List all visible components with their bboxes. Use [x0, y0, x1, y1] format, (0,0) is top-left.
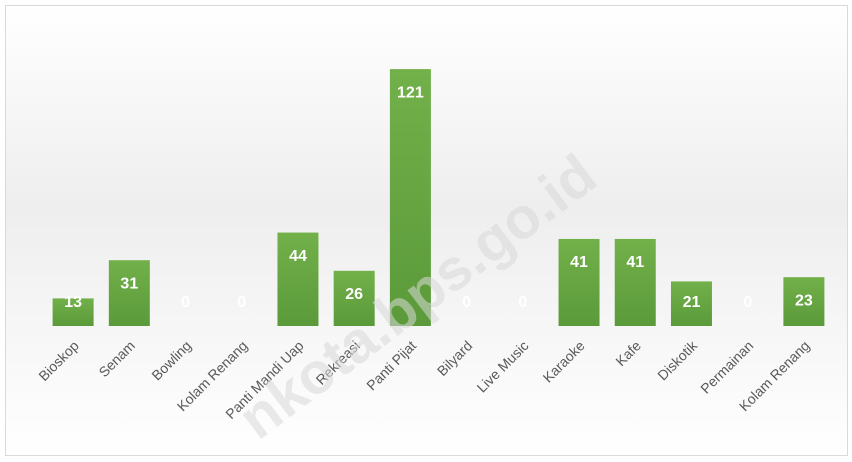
data-label: 121 — [397, 84, 424, 101]
data-label: 31 — [120, 275, 138, 292]
bar — [333, 270, 375, 326]
data-label: 41 — [570, 254, 588, 271]
bar — [52, 298, 94, 326]
data-label: 41 — [626, 254, 644, 271]
data-label: 26 — [345, 286, 363, 303]
data-label: 44 — [289, 248, 307, 265]
bar — [783, 277, 825, 326]
bar — [670, 281, 712, 326]
bar — [558, 238, 600, 326]
data-label: 0 — [181, 294, 190, 311]
bar — [614, 238, 656, 326]
data-label: 13 — [64, 294, 82, 311]
bar — [389, 69, 431, 326]
bar — [277, 232, 319, 326]
data-label: 21 — [683, 294, 701, 311]
data-label: 0 — [518, 294, 527, 311]
data-label: 0 — [462, 294, 471, 311]
bar — [108, 260, 150, 326]
data-label: 0 — [743, 294, 752, 311]
data-label: 0 — [237, 294, 246, 311]
data-label: 23 — [795, 292, 813, 309]
